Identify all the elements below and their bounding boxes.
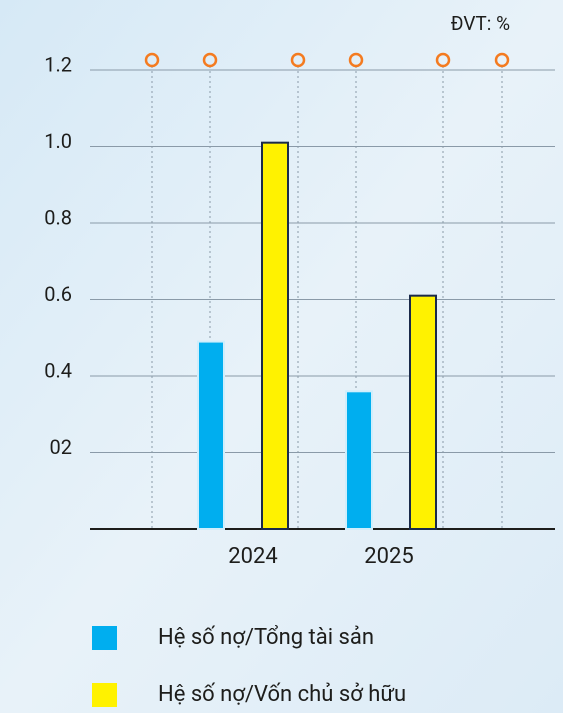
y-tick-label: 0.4 [44,358,72,382]
x-tick-label: 2025 [364,544,413,569]
bar [345,390,373,530]
legend-label: Hệ số nợ/Vốn chủ sở hữu [158,682,406,707]
bar [409,294,437,530]
y-tick-label: 1.2 [44,52,72,76]
y-tick-label: 1.0 [44,129,72,153]
y-tick-label: 0.6 [44,282,72,306]
unit-label: ĐVT: % [451,12,510,35]
legend-swatch [92,626,117,650]
y-tick-label: 0.8 [44,205,72,229]
y-tick-label: 02 [50,435,72,459]
bar [197,340,225,531]
bar [261,141,289,531]
legend-label: Hệ số nợ/Tổng tài sản [158,625,374,650]
x-tick-label: 2024 [228,544,277,569]
legend-swatch [92,683,117,707]
